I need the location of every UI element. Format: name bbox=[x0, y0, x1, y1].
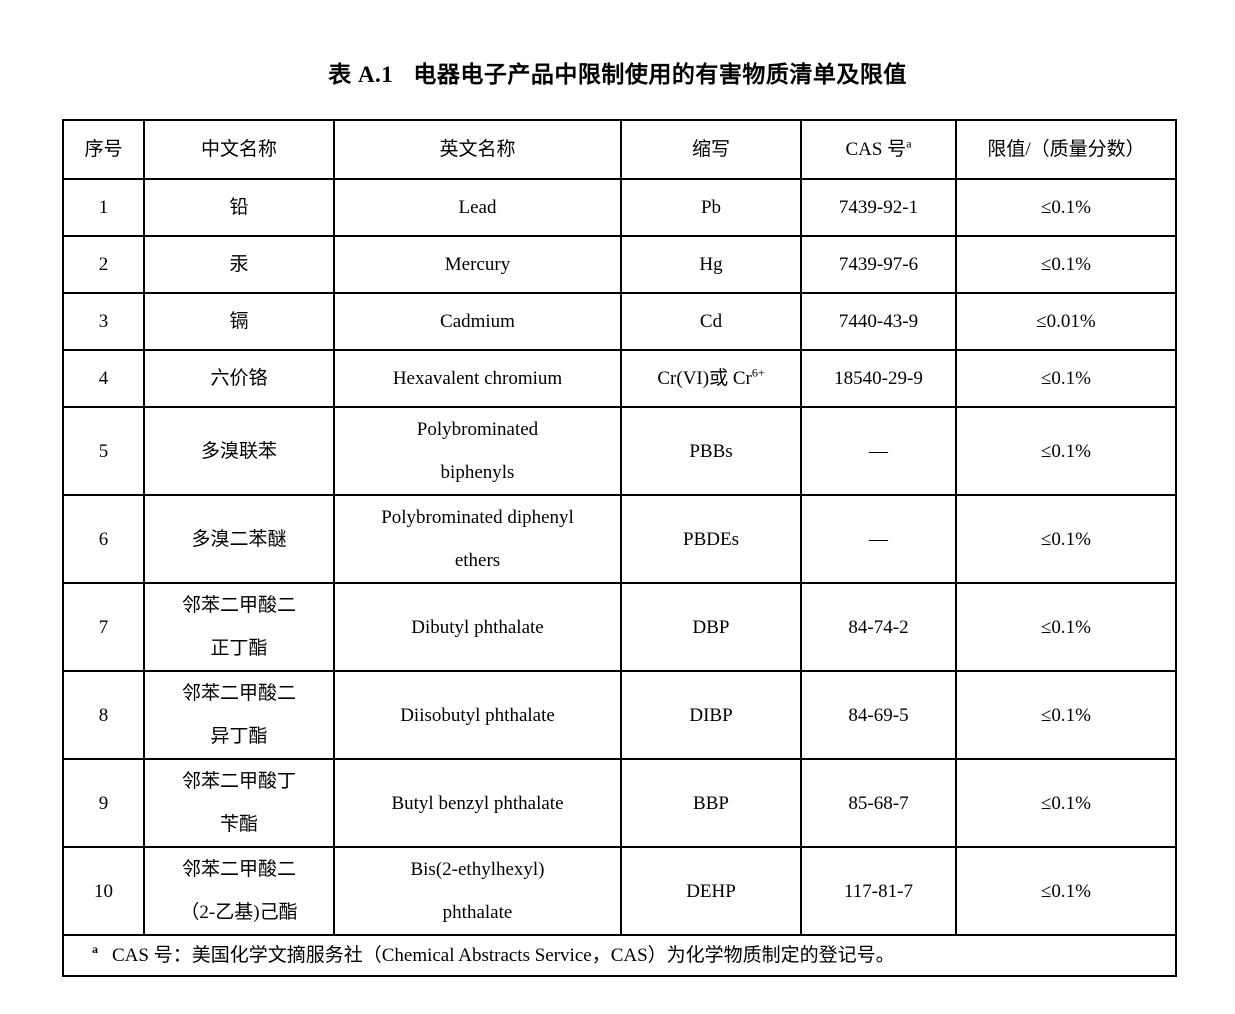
cell-en-name: Cadmium bbox=[333, 292, 622, 351]
cell-limit: ≤0.1% bbox=[955, 494, 1177, 584]
header-cn-name: 中文名称 bbox=[143, 119, 335, 180]
cell-index: 3 bbox=[62, 292, 145, 351]
cell-limit: ≤0.01% bbox=[955, 292, 1177, 351]
cell-limit: ≤0.1% bbox=[955, 582, 1177, 672]
cell-index: 9 bbox=[62, 758, 145, 848]
cell-cn-name: 多溴联苯 bbox=[143, 406, 335, 496]
cell-abbr: Pb bbox=[620, 178, 802, 237]
cell-limit: ≤0.1% bbox=[955, 406, 1177, 496]
header-abbr: 缩写 bbox=[620, 119, 802, 180]
cell-limit: ≤0.1% bbox=[955, 349, 1177, 408]
cell-cn-name: 多溴二苯醚 bbox=[143, 494, 335, 584]
cell-abbr: DEHP bbox=[620, 846, 802, 936]
cell-index: 2 bbox=[62, 235, 145, 294]
table-row: 7 邻苯二甲酸二 正丁酯 Dibutyl phthalate DBP 84-74… bbox=[62, 582, 1177, 672]
cell-cas: 7439-97-6 bbox=[800, 235, 957, 294]
table-header-row: 序号 中文名称 英文名称 缩写 CAS 号a 限值/（质量分数） bbox=[62, 119, 1177, 180]
header-cas: CAS 号a bbox=[800, 119, 957, 180]
cell-cn-name: 邻苯二甲酸二 （2-乙基)己酯 bbox=[143, 846, 335, 936]
cell-cas: 18540-29-9 bbox=[800, 349, 957, 408]
cell-index: 5 bbox=[62, 406, 145, 496]
cell-cas: 84-74-2 bbox=[800, 582, 957, 672]
cell-en-name: Diisobutyl phthalate bbox=[333, 670, 622, 760]
cell-cas: 117-81-7 bbox=[800, 846, 957, 936]
cell-index: 1 bbox=[62, 178, 145, 237]
header-en-name: 英文名称 bbox=[333, 119, 622, 180]
cell-en-name: Lead bbox=[333, 178, 622, 237]
cell-abbr: Cr(VI)或 Cr6+ bbox=[620, 349, 802, 408]
cell-cas: — bbox=[800, 406, 957, 496]
table-label: 表 A.1 bbox=[328, 62, 394, 87]
cell-cn-name: 镉 bbox=[143, 292, 335, 351]
cell-en-name: Polybrominated biphenyls bbox=[333, 406, 622, 496]
cell-abbr: PBDEs bbox=[620, 494, 802, 584]
cell-index: 10 bbox=[62, 846, 145, 936]
cell-limit: ≤0.1% bbox=[955, 846, 1177, 936]
table-row: 6 多溴二苯醚 Polybrominated diphenyl ethers P… bbox=[62, 494, 1177, 584]
cell-en-name: Hexavalent chromium bbox=[333, 349, 622, 408]
cell-abbr: PBBs bbox=[620, 406, 802, 496]
cell-limit: ≤0.1% bbox=[955, 670, 1177, 760]
table-row: 4 六价铬 Hexavalent chromium Cr(VI)或 Cr6+ 1… bbox=[62, 349, 1177, 408]
footnote-text: CAS 号：美国化学文摘服务社（Chemical Abstracts Servi… bbox=[112, 944, 895, 966]
table-title-text: 电器电子产品中限制使用的有害物质清单及限值 bbox=[413, 62, 907, 87]
cell-abbr: Hg bbox=[620, 235, 802, 294]
cell-abbr: DBP bbox=[620, 582, 802, 672]
cell-en-name: Dibutyl phthalate bbox=[333, 582, 622, 672]
cell-cas: — bbox=[800, 494, 957, 584]
cell-limit: ≤0.1% bbox=[955, 178, 1177, 237]
cell-index: 4 bbox=[62, 349, 145, 408]
footnote-marker: a bbox=[92, 942, 98, 957]
cell-limit: ≤0.1% bbox=[955, 758, 1177, 848]
cell-en-name: Bis(2-ethylhexyl) phthalate bbox=[333, 846, 622, 936]
cell-cn-name: 汞 bbox=[143, 235, 335, 294]
table-row: 3 镉 Cadmium Cd 7440-43-9 ≤0.01% bbox=[62, 292, 1177, 351]
table-row: 2 汞 Mercury Hg 7439-97-6 ≤0.1% bbox=[62, 235, 1177, 294]
table-row: 10 邻苯二甲酸二 （2-乙基)己酯 Bis(2-ethylhexyl) pht… bbox=[62, 846, 1177, 936]
cell-index: 6 bbox=[62, 494, 145, 584]
cell-en-name: Butyl benzyl phthalate bbox=[333, 758, 622, 848]
table-body: 1 铅 Lead Pb 7439-92-1 ≤0.1% 2 汞 Mercury … bbox=[62, 178, 1177, 936]
cell-abbr: BBP bbox=[620, 758, 802, 848]
cell-cas: 7439-92-1 bbox=[800, 178, 957, 237]
cell-cas: 7440-43-9 bbox=[800, 292, 957, 351]
table-row: 1 铅 Lead Pb 7439-92-1 ≤0.1% bbox=[62, 178, 1177, 237]
hazardous-substances-table: 序号 中文名称 英文名称 缩写 CAS 号a 限值/（质量分数） 1 铅 Lea… bbox=[62, 119, 1177, 977]
cell-abbr: DIBP bbox=[620, 670, 802, 760]
header-index: 序号 bbox=[62, 119, 145, 180]
table-row: 9 邻苯二甲酸丁 苄酯 Butyl benzyl phthalate BBP 8… bbox=[62, 758, 1177, 848]
cell-en-name: Polybrominated diphenyl ethers bbox=[333, 494, 622, 584]
page-title: 表 A.1 电器电子产品中限制使用的有害物质清单及限值 bbox=[0, 55, 1235, 89]
cell-cas: 84-69-5 bbox=[800, 670, 957, 760]
cell-index: 8 bbox=[62, 670, 145, 760]
cell-en-name: Mercury bbox=[333, 235, 622, 294]
cell-cas: 85-68-7 bbox=[800, 758, 957, 848]
footnote-row: a CAS 号：美国化学文摘服务社（Chemical Abstracts Serv… bbox=[62, 934, 1177, 977]
cell-cn-name: 邻苯二甲酸二 异丁酯 bbox=[143, 670, 335, 760]
cell-cn-name: 六价铬 bbox=[143, 349, 335, 408]
cell-cn-name: 邻苯二甲酸二 正丁酯 bbox=[143, 582, 335, 672]
table-row: 5 多溴联苯 Polybrominated biphenyls PBBs — ≤… bbox=[62, 406, 1177, 496]
cell-cn-name: 邻苯二甲酸丁 苄酯 bbox=[143, 758, 335, 848]
cell-abbr: Cd bbox=[620, 292, 802, 351]
footnote-cell: a CAS 号：美国化学文摘服务社（Chemical Abstracts Serv… bbox=[62, 934, 1177, 977]
header-limit: 限值/（质量分数） bbox=[955, 119, 1177, 180]
table-row: 8 邻苯二甲酸二 异丁酯 Diisobutyl phthalate DIBP 8… bbox=[62, 670, 1177, 760]
cell-cn-name: 铅 bbox=[143, 178, 335, 237]
cell-limit: ≤0.1% bbox=[955, 235, 1177, 294]
cell-index: 7 bbox=[62, 582, 145, 672]
